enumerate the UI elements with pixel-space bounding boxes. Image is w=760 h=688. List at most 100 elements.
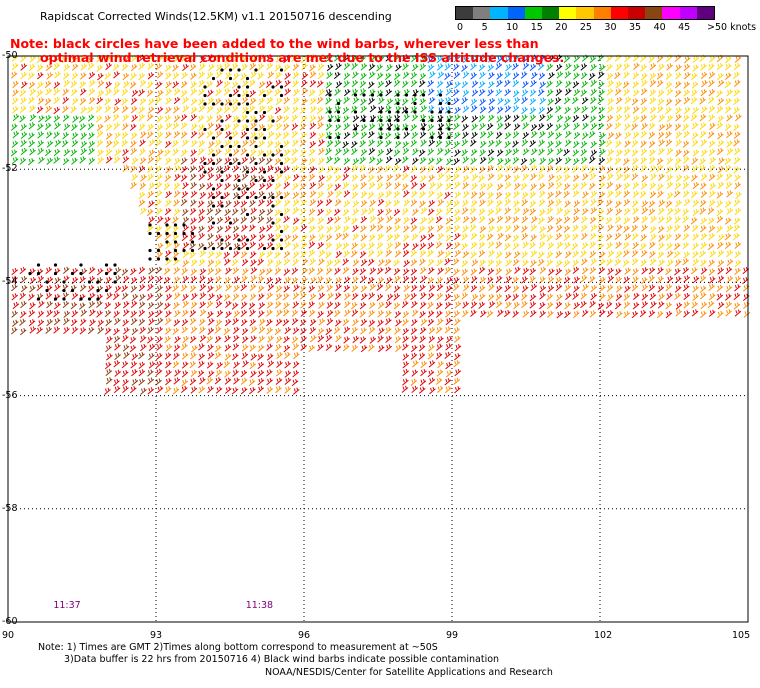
contamination-circle [447, 110, 451, 114]
contamination-circle [421, 118, 426, 123]
contamination-circle [190, 231, 195, 236]
contamination-circle [271, 119, 275, 123]
contamination-circle [254, 110, 258, 115]
contamination-circle [237, 238, 241, 242]
contamination-circle [262, 136, 267, 140]
longitude-label: 90 [2, 630, 15, 641]
contamination-circle [328, 110, 332, 114]
contamination-circle [438, 118, 443, 123]
time-label: 11:38 [245, 600, 274, 611]
contamination-circle [220, 178, 224, 183]
wind-barb-group [427, 54, 546, 115]
contamination-circle [245, 212, 250, 217]
contamination-circle [28, 271, 32, 276]
contamination-circle [245, 127, 250, 132]
contamination-circle [220, 144, 224, 149]
contamination-circle [211, 221, 216, 225]
wind-barb-group [11, 54, 750, 395]
contamination-circle [62, 288, 66, 293]
legend-swatch [696, 7, 715, 19]
wind-barb-group [10, 54, 751, 395]
contamination-circle [165, 257, 169, 261]
contamination-circle [379, 135, 383, 140]
legend-swatch [490, 7, 508, 19]
contamination-circle [279, 153, 284, 157]
contamination-circle [237, 144, 241, 149]
contamination-circle [279, 144, 284, 149]
legend-swatch [559, 7, 577, 19]
contamination-circle [279, 93, 284, 98]
contamination-circle [36, 263, 41, 267]
contamination-circle [328, 135, 332, 140]
legend-tick-label: 30 [604, 22, 617, 33]
contamination-circle [237, 161, 241, 166]
contamination-circle [228, 102, 233, 106]
contamination-circle [438, 127, 443, 131]
contamination-circle [190, 240, 195, 244]
contamination-circle [211, 102, 216, 106]
contamination-circle [262, 93, 267, 98]
legend-tick-labels: 0 5 10 15 20 25 30 35 40 45 >50 knots [455, 20, 760, 34]
contamination-circle [173, 223, 178, 227]
wind-barb-group [11, 54, 742, 268]
contamination-circle [262, 170, 267, 174]
contamination-circle [79, 263, 83, 267]
contamination-circle [70, 271, 75, 276]
contamination-circle [220, 102, 224, 106]
contamination-circle [279, 85, 284, 89]
legend-tick-label: 35 [629, 22, 642, 33]
contamination-circle [245, 119, 250, 123]
time-label: 11:37 [53, 600, 81, 611]
contamination-circle [245, 136, 250, 140]
contamination-circle [190, 248, 195, 253]
contamination-circle [254, 144, 258, 149]
contamination-circle [379, 118, 383, 123]
contamination-circle [328, 93, 332, 97]
contamination-circle [220, 195, 224, 200]
contamination-circle [254, 195, 258, 200]
contamination-circle [87, 297, 92, 301]
contamination-circle [413, 101, 417, 106]
contamination-circle [438, 101, 443, 106]
contamination-circle [271, 85, 275, 89]
contamination-circle [228, 221, 233, 225]
contamination-circle [113, 271, 117, 276]
contamination-circle [203, 161, 207, 166]
contamination-circle [211, 136, 216, 140]
footer-note-line-2: 3)Data buffer is 22 hrs from 20150716 4)… [64, 654, 500, 665]
contamination-circle [245, 110, 250, 115]
contamination-circle [182, 223, 186, 227]
contamination-circle [211, 76, 216, 81]
contamination-circle [148, 223, 152, 227]
contamination-circle [413, 93, 417, 97]
contamination-circle [245, 85, 250, 89]
contamination-circle [237, 93, 241, 98]
contamination-circle [228, 153, 233, 157]
contamination-circle [254, 127, 258, 132]
legend-color-bar [455, 6, 715, 20]
contamination-circle [228, 93, 233, 98]
wind-speed-legend: 0 5 10 15 20 25 30 35 40 45 >50 knots [455, 6, 760, 34]
contamination-circle [228, 161, 233, 166]
contamination-circle [396, 135, 400, 140]
longitude-label: 102 [594, 630, 613, 641]
contamination-circle [353, 110, 358, 114]
latitude-label: -56 [2, 389, 18, 401]
contamination-circle [203, 127, 207, 132]
legend-swatch [456, 7, 474, 19]
credit-line: NOAA/NESDIS/Center for Satellite Applica… [265, 667, 553, 678]
contamination-circle [203, 170, 207, 174]
contamination-circle [279, 170, 284, 174]
contamination-circle [404, 93, 409, 97]
contamination-circle [245, 170, 250, 174]
contamination-circle [62, 297, 66, 301]
contamination-circle [165, 240, 169, 244]
contamination-circle [220, 204, 224, 208]
contamination-circle [228, 246, 233, 251]
contamination-circle [279, 68, 284, 72]
contamination-circle [353, 127, 358, 131]
contamination-circle [220, 246, 224, 251]
contamination-circle [96, 297, 100, 301]
contamination-circle [362, 93, 366, 97]
contamination-circle [113, 280, 117, 284]
